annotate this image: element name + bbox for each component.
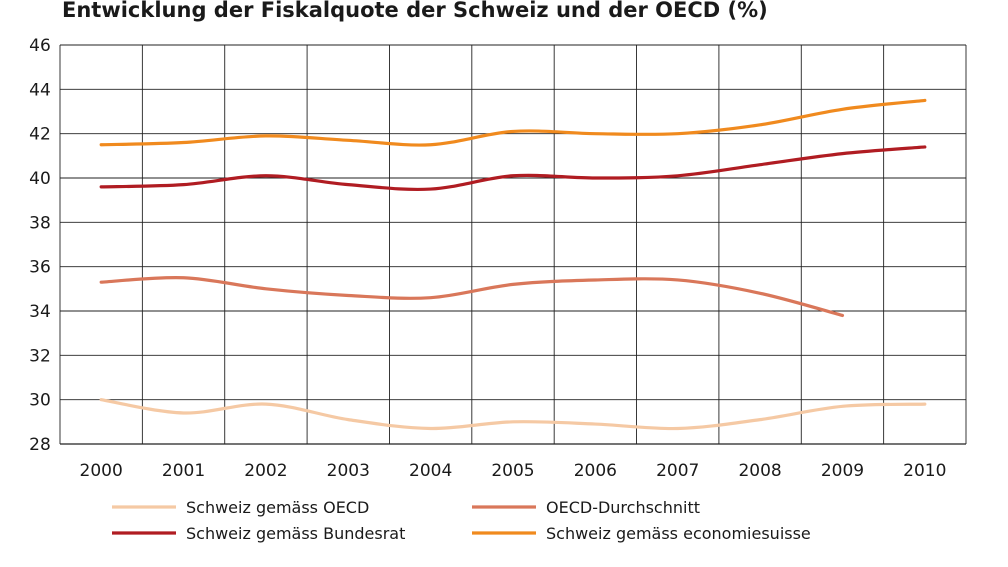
x-tick-label: 2002 xyxy=(244,461,287,481)
x-tick-label: 2001 xyxy=(162,461,205,481)
legend-label: Schweiz gemäss Bundesrat xyxy=(186,524,405,543)
series-lines xyxy=(99,98,927,431)
x-tick-label: 2007 xyxy=(656,461,699,481)
y-tick-label: 28 xyxy=(29,435,51,455)
x-tick-label: 2000 xyxy=(80,461,123,481)
y-tick-label: 44 xyxy=(29,80,51,100)
y-tick-label: 32 xyxy=(29,346,51,366)
y-axis-ticks: 28 30 32 34 36 38 40 42 44 46 xyxy=(29,36,51,455)
chart-title: Entwicklung der Fiskalquote der Schweiz … xyxy=(62,0,768,22)
x-tick-label: 2003 xyxy=(327,461,370,481)
series-line-4 xyxy=(99,98,927,147)
series-line-3 xyxy=(99,145,927,192)
x-tick-label: 2010 xyxy=(903,461,946,481)
x-axis-ticks: 2000 2001 2002 2003 2004 2005 2006 2007 2008 2009… xyxy=(80,461,947,481)
legend-label: OECD-Durchschnitt xyxy=(546,498,700,517)
series-line-2 xyxy=(99,275,845,318)
y-tick-label: 40 xyxy=(29,169,51,189)
x-tick-label: 2006 xyxy=(574,461,617,481)
legend-label: Schweiz gemäss economiesuisse xyxy=(546,524,811,543)
legend: Schweiz gemäss OECD OECD-Durchschnitt Schw… xyxy=(112,498,811,543)
y-tick-label: 38 xyxy=(29,213,51,233)
y-tick-label: 36 xyxy=(29,258,51,278)
x-tick-label: 2004 xyxy=(409,461,452,481)
y-tick-label: 42 xyxy=(29,125,51,145)
y-tick-label: 30 xyxy=(29,391,51,411)
x-tick-label: 2005 xyxy=(491,461,534,481)
series-line-1 xyxy=(99,398,927,431)
y-tick-label: 34 xyxy=(29,302,51,322)
legend-label: Schweiz gemäss OECD xyxy=(186,498,369,517)
x-tick-label: 2008 xyxy=(738,461,781,481)
y-tick-label: 46 xyxy=(29,36,51,56)
x-tick-label: 2009 xyxy=(821,461,864,481)
grid xyxy=(59,44,967,445)
